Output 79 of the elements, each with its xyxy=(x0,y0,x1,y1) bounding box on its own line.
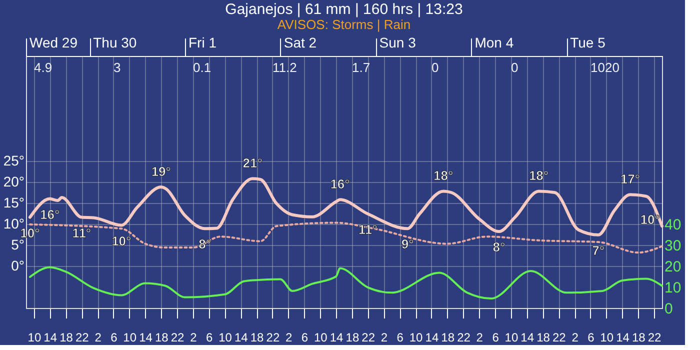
x-tick-label: 6 xyxy=(110,330,118,344)
x-tick-label: 2 xyxy=(572,330,579,344)
x-tick-label: 10 xyxy=(409,330,424,344)
annotation: 3 xyxy=(114,60,121,75)
y2-tick-label: 10 xyxy=(664,280,682,296)
annotation: 19° xyxy=(151,164,171,180)
annotation: 16° xyxy=(40,206,60,222)
x-tick-label: 22 xyxy=(648,330,662,344)
annotation: 21° xyxy=(242,156,262,171)
annotation: 18° xyxy=(528,168,549,184)
x-tick-label: 14 xyxy=(139,330,153,344)
annotation: 18° xyxy=(434,168,454,184)
x-tick-label: 10 xyxy=(123,330,137,344)
x2-tick-label: Wed 29 xyxy=(30,34,78,50)
x-tick-label: 22 xyxy=(266,330,280,344)
x-tick-label: 14 xyxy=(520,330,534,344)
annotation: 7° xyxy=(592,242,605,258)
x2-tick-label: Fri 1 xyxy=(188,34,217,50)
x-tick-label: 18 xyxy=(632,330,646,344)
y2-tick-label: 30 xyxy=(664,238,682,254)
annotation: 0 xyxy=(511,60,518,75)
annotation: 17° xyxy=(620,172,640,187)
annotation: 11° xyxy=(72,225,92,240)
x2-tick-label: Mon 4 xyxy=(474,34,514,50)
y2-tick-label: 40 xyxy=(664,216,682,234)
x-tick-label: 10 xyxy=(314,330,328,344)
x2-tick-label: Tue 5 xyxy=(570,34,606,50)
y-tick-label: 5° xyxy=(11,236,24,252)
annotation: 11.2 xyxy=(272,60,297,75)
x-tick-label: 18 xyxy=(60,330,74,344)
chart-title: Gajanejos | 61 mm | 160 hrs | 13:23 xyxy=(225,1,463,18)
x-tick-label: 2 xyxy=(190,330,198,344)
y-tick-label: 15° xyxy=(3,194,24,210)
x-tick-label: 2 xyxy=(286,330,293,344)
x-tick-label: 18 xyxy=(536,330,550,344)
chart-subtitle: AVISOS: Storms | Rain xyxy=(277,17,411,32)
x2-tick-label: Sun 3 xyxy=(379,34,416,50)
annotation: 16° xyxy=(330,176,350,192)
x-tick-label: 6 xyxy=(492,330,500,344)
annotation: 0.1 xyxy=(193,60,212,75)
x2-tick-label: Thu 30 xyxy=(93,34,137,50)
x-tick-label: 10 xyxy=(28,330,42,344)
x-tick-label: 22 xyxy=(75,330,90,344)
x-tick-label: 2 xyxy=(476,330,484,344)
x-tick-label: 14 xyxy=(234,330,248,344)
annotation: 10° xyxy=(112,233,132,248)
x-tick-label: 2 xyxy=(380,330,388,344)
annotation: 9° xyxy=(401,236,414,252)
x-tick-label: 14 xyxy=(616,330,630,344)
x-tick-label: 10 xyxy=(600,330,614,344)
annotation: 0 xyxy=(432,60,439,75)
x-tick-label: 14 xyxy=(44,330,58,344)
annotation: 1020 xyxy=(590,60,620,75)
y2-tick-label: 0 xyxy=(664,300,673,318)
annotation: 8° xyxy=(492,240,506,255)
annotation: 1.7 xyxy=(352,60,370,75)
x-tick-label: 18 xyxy=(250,330,264,344)
x-tick-label: 14 xyxy=(425,330,439,344)
x-tick-label: 14 xyxy=(330,330,344,344)
x-tick-label: 18 xyxy=(154,330,169,344)
x-tick-label: 6 xyxy=(396,330,404,344)
x2-tick-label: Sat 2 xyxy=(284,34,317,50)
y2-tick-label: 20 xyxy=(664,258,682,276)
x-tick-label: 6 xyxy=(206,330,214,344)
y-tick-label: 0° xyxy=(11,258,24,274)
x-tick-label: 22 xyxy=(457,330,471,344)
x-tick-label: 10 xyxy=(504,330,518,344)
x-tick-label: 6 xyxy=(588,330,595,344)
x-tick-label: 22 xyxy=(552,330,566,344)
x-tick-label: 10 xyxy=(218,330,232,344)
x-tick-label: 6 xyxy=(301,330,308,344)
x-tick-label: 18 xyxy=(441,330,455,344)
x-tick-label: 22 xyxy=(362,330,376,344)
x-tick-label: 2 xyxy=(94,330,102,344)
x-tick-label: 22 xyxy=(170,330,185,344)
y-tick-label: 20° xyxy=(3,174,24,190)
y-tick-label: 25° xyxy=(3,152,24,168)
x-tick-label: 18 xyxy=(346,330,360,344)
annotation: 4.9 xyxy=(34,60,52,75)
